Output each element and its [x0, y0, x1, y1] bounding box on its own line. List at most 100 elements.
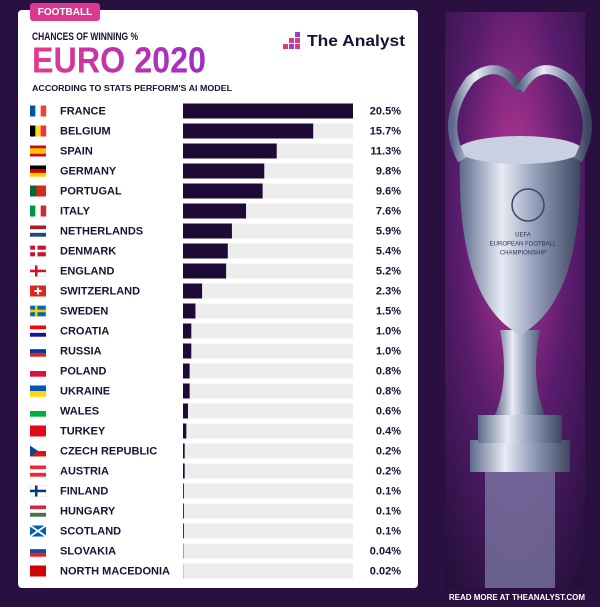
value-label: 1.0% [376, 345, 401, 357]
category-label: GERMANY [60, 165, 117, 177]
bar [183, 283, 203, 299]
flag-part [30, 269, 46, 273]
flag-part [30, 445, 46, 451]
category-label: SWEDEN [60, 305, 108, 317]
flag-part [30, 125, 36, 137]
subtitle: ACCORDING TO STATS PERFORM'S AI MODEL [32, 84, 232, 93]
bar [183, 383, 190, 399]
bar-track [183, 543, 353, 559]
brand-logo [283, 32, 300, 49]
category-label: AUSTRIA [60, 465, 109, 477]
value-label: 0.1% [376, 505, 401, 517]
flag-part [30, 165, 46, 170]
category-label: NETHERLANDS [60, 225, 143, 237]
flag-part [30, 489, 46, 493]
bar [183, 423, 187, 439]
flag-part [30, 445, 38, 457]
category-label: ENGLAND [60, 265, 114, 277]
category-label: BELGIUM [60, 125, 111, 137]
flag-part [30, 371, 46, 377]
flag-part [30, 505, 46, 510]
chart-title: EURO 2020 [32, 40, 206, 81]
value-label: 9.6% [376, 185, 401, 197]
flag-part [40, 205, 47, 217]
bar [183, 463, 185, 479]
flag-part [30, 232, 46, 237]
flag-part [30, 229, 46, 234]
bar [183, 343, 192, 359]
value-label: 0.1% [376, 525, 401, 537]
flag-part [30, 411, 46, 417]
flag-part [30, 545, 46, 550]
bar-track [183, 443, 353, 459]
bar-track [183, 403, 353, 419]
category-label: DENMARK [60, 245, 116, 257]
bar [183, 503, 184, 519]
bar-track [183, 383, 353, 399]
bar [183, 163, 265, 179]
category-label: SWITZERLAND [60, 285, 140, 297]
flag-part [30, 329, 46, 334]
flag-part [30, 512, 46, 517]
value-label: 11.3% [370, 145, 401, 157]
flag-part [35, 105, 41, 117]
value-label: 15.7% [370, 125, 401, 137]
flag-part [30, 148, 46, 154]
flag-part [30, 365, 46, 372]
bar [183, 123, 314, 139]
bar-track [183, 363, 353, 379]
flag-part [30, 185, 46, 197]
bar [183, 143, 277, 159]
value-label: 0.2% [376, 445, 401, 457]
bar [183, 263, 227, 279]
flag-part [30, 249, 46, 253]
value-label: 5.9% [376, 225, 401, 237]
flag-part [30, 352, 46, 357]
bar [183, 103, 353, 119]
category-label: UKRAINE [60, 385, 110, 397]
engraving: EUROPEAN FOOTBALL [490, 242, 557, 248]
value-label: 0.04% [370, 545, 401, 557]
flag-part [30, 385, 46, 392]
bar [183, 243, 228, 259]
value-label: 0.4% [376, 425, 401, 437]
footer: READ MORE AT THEANALYST.COM [449, 593, 585, 602]
flag-part [30, 509, 46, 514]
flag-part [30, 332, 46, 337]
flag-part [30, 185, 37, 197]
trophy-photo [445, 12, 592, 588]
tag: FOOTBALL [38, 7, 92, 18]
category-label: CZECH REPUBLIC [60, 445, 157, 457]
bar [183, 183, 263, 199]
bar-track [183, 563, 353, 579]
engraving: CHAMPIONSHIP [500, 251, 546, 257]
category-label: FINLAND [60, 485, 108, 497]
value-label: 5.2% [376, 265, 401, 277]
flag-part [30, 345, 46, 350]
flag-part [40, 105, 47, 117]
category-label: SPAIN [60, 145, 93, 157]
value-label: 1.5% [376, 305, 401, 317]
value-label: 2.3% [376, 285, 401, 297]
bar-track [183, 523, 353, 539]
bar [183, 443, 185, 459]
flag-part [30, 451, 46, 457]
bar-track [183, 463, 353, 479]
flag-part [30, 349, 46, 354]
category-label: SLOVAKIA [60, 545, 116, 557]
flag-part [30, 325, 46, 330]
category-label: RUSSIA [60, 345, 102, 357]
card [18, 10, 418, 588]
category-label: WALES [60, 405, 99, 417]
flag-part [30, 549, 46, 554]
flag-part [40, 125, 47, 137]
kicker: CHANCES OF WINNING % [32, 31, 138, 43]
bar [183, 523, 184, 539]
flag-part [30, 225, 46, 230]
bar [183, 363, 190, 379]
flag-part [30, 309, 46, 313]
category-label: ITALY [60, 205, 91, 217]
value-label: 9.8% [376, 165, 401, 177]
category-label: POLAND [60, 365, 107, 377]
